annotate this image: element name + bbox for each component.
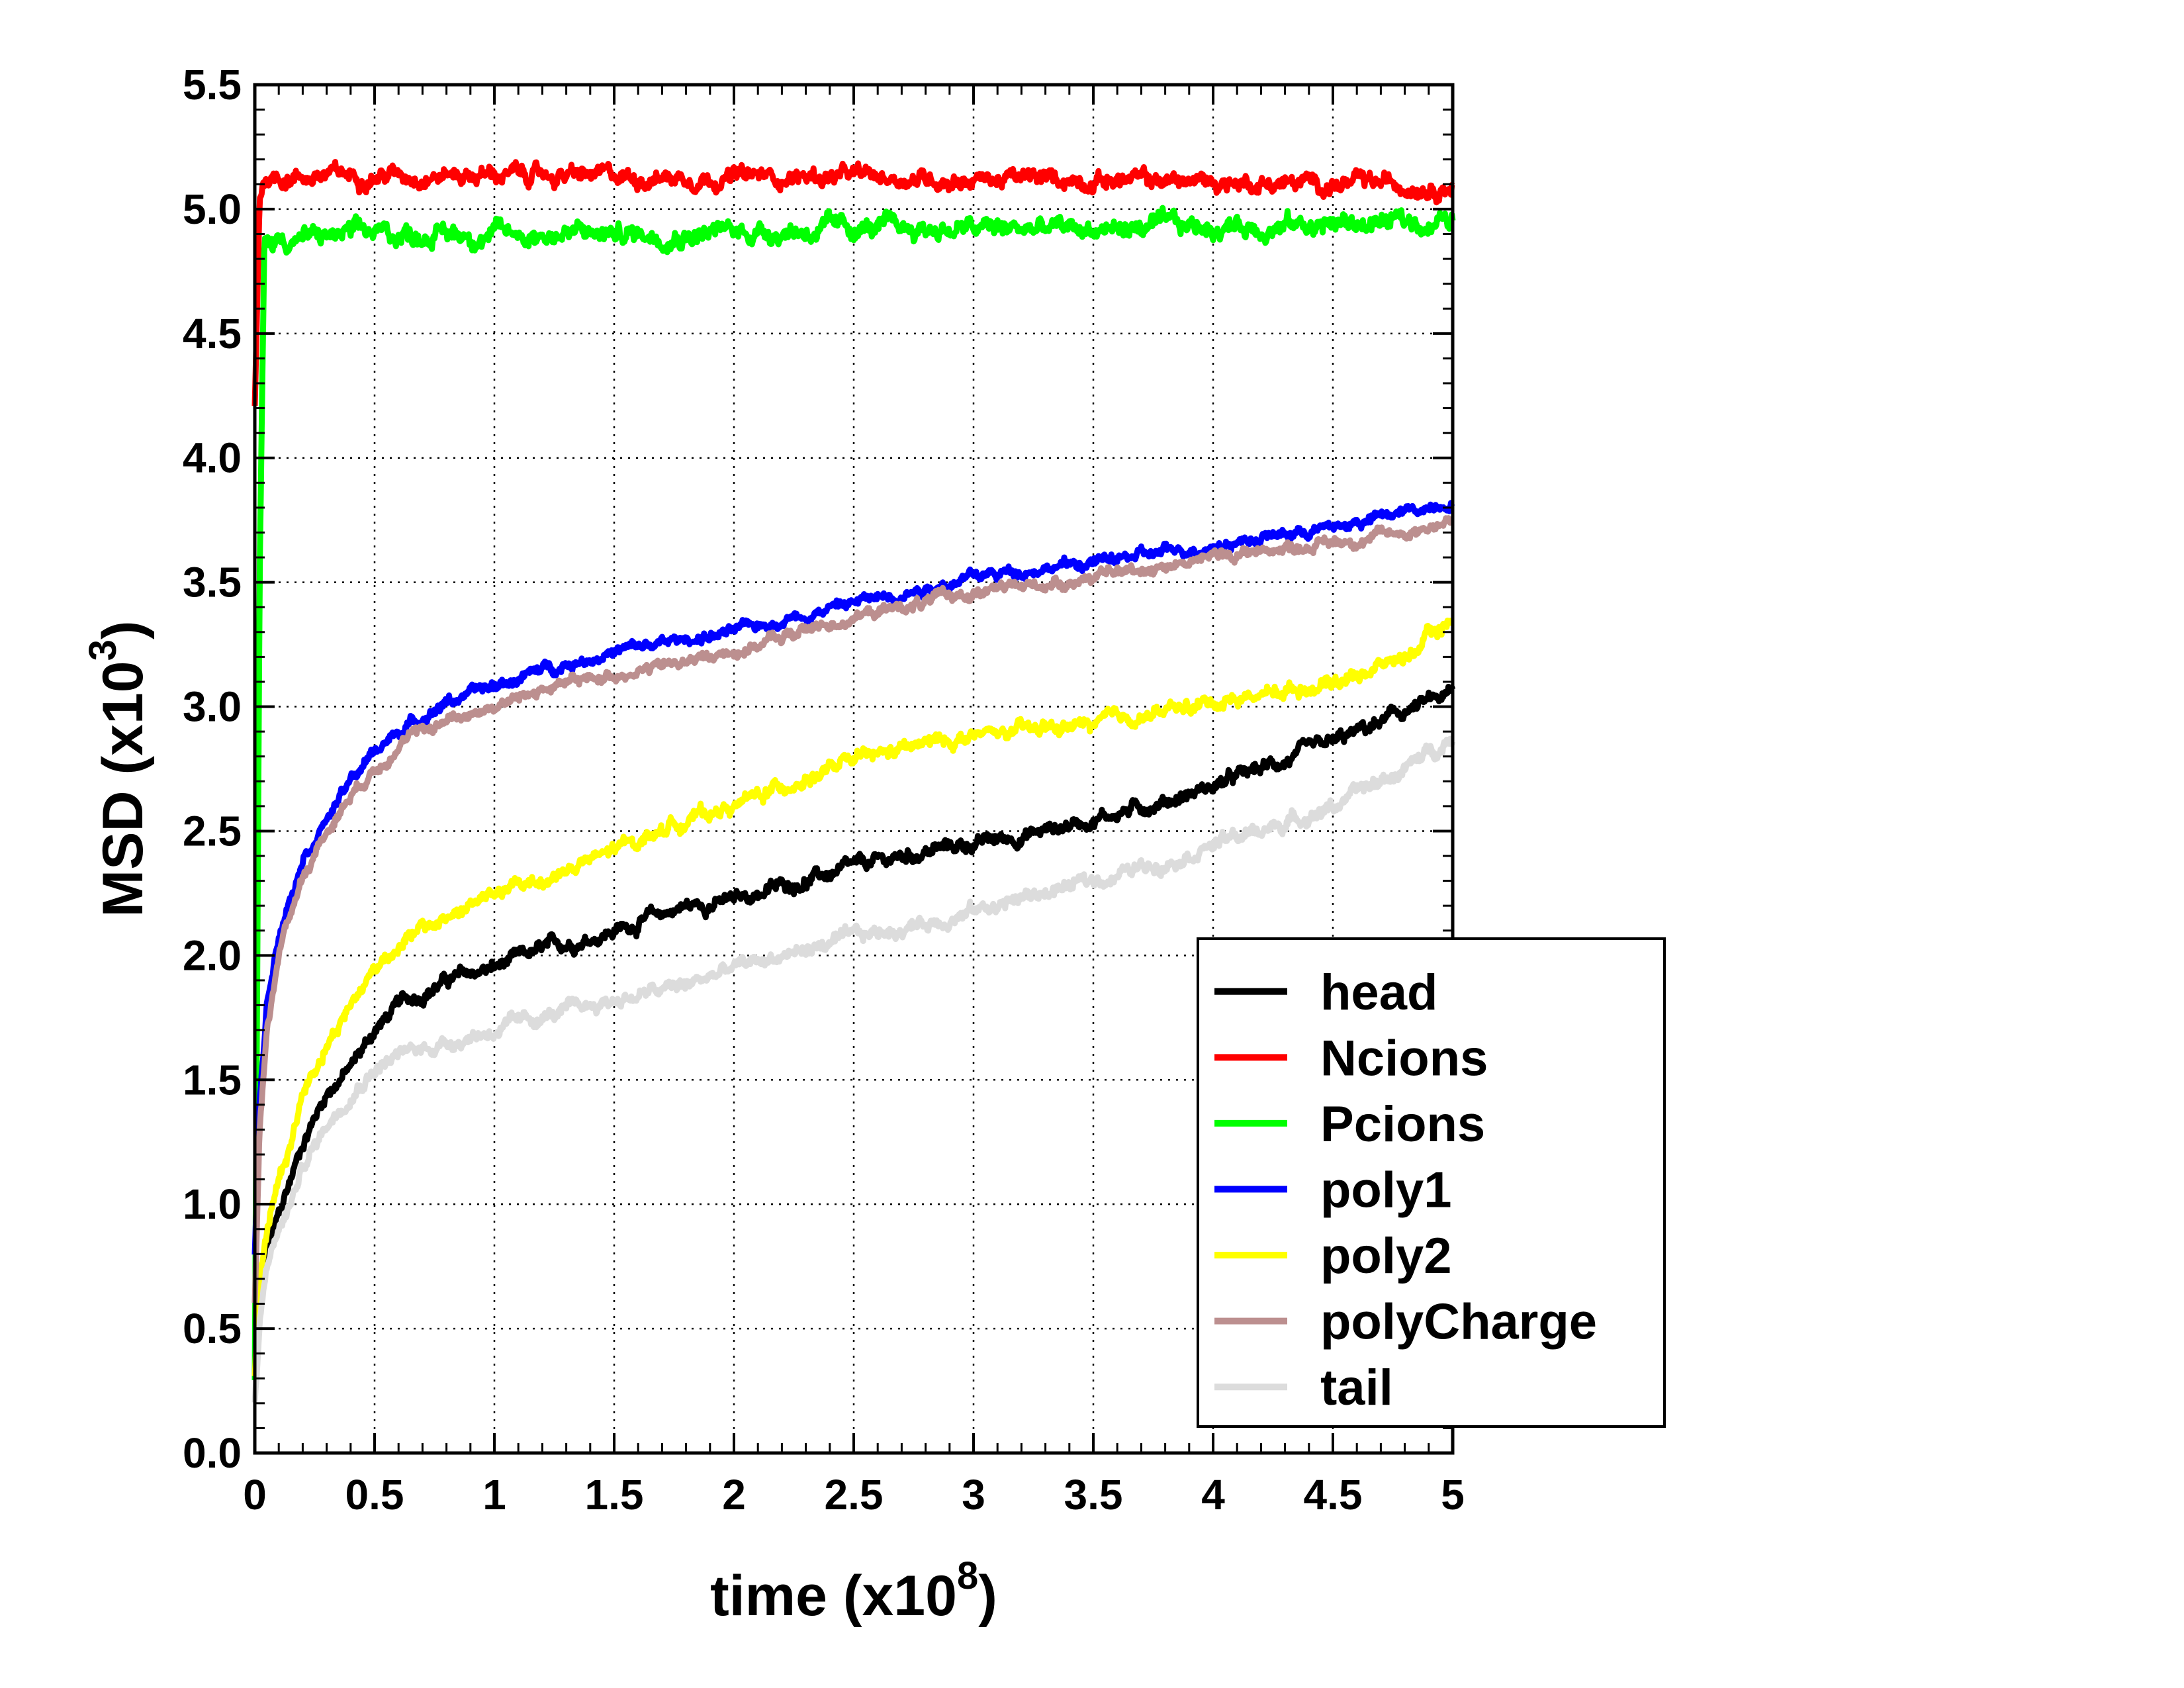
x-tick-label: 0.5 — [345, 1471, 404, 1519]
x-axis-label: time (x108) — [710, 1554, 997, 1628]
y-tick-label: 5.0 — [183, 185, 242, 233]
legend-label-pcions: Pcions — [1320, 1096, 1485, 1152]
x-axis-label-base: time (x10 — [710, 1564, 957, 1628]
y-tick-label: 2.5 — [183, 807, 242, 855]
y-tick-label: 0.5 — [183, 1305, 242, 1352]
legend-box — [1197, 937, 1666, 1428]
y-axis-label-base: MSD (x10 — [91, 661, 155, 917]
x-tick-label: 5 — [1441, 1471, 1465, 1519]
series-line-polycharge — [251, 515, 1455, 1303]
x-axis-label-exponent: 8 — [957, 1554, 978, 1597]
y-axis-label-exponent: 3 — [81, 639, 124, 661]
y-tick-label: 4.5 — [183, 310, 242, 357]
x-tick-label: 3 — [962, 1471, 985, 1519]
y-tick-label: 0.0 — [183, 1429, 242, 1477]
series-line-ncions — [251, 159, 1455, 406]
y-tick-label: 3.0 — [183, 683, 242, 731]
x-tick-label: 2 — [722, 1471, 746, 1519]
y-tick-label: 3.5 — [183, 559, 242, 606]
legend-label-polycharge: polyCharge — [1320, 1294, 1597, 1350]
x-tick-label: 2.5 — [825, 1471, 884, 1519]
series-line-poly1 — [251, 500, 1455, 1255]
x-tick-label: 0 — [243, 1471, 267, 1519]
series-line-pcions — [251, 205, 1456, 1380]
series-line-poly2 — [251, 618, 1455, 1377]
y-tick-label: 1.5 — [183, 1056, 242, 1103]
series-line-head — [251, 684, 1456, 1379]
y-tick-label: 2.0 — [183, 931, 242, 979]
x-tick-label: 1 — [482, 1471, 506, 1519]
y-tick-label: 4.0 — [183, 434, 242, 482]
y-axis-label: MSD (x103) — [81, 620, 155, 917]
x-tick-label: 1.5 — [585, 1471, 644, 1519]
legend: head Ncions Pcions poly1 poly2 polyCharge tail — [1197, 937, 1666, 1428]
y-tick-label: 1.0 — [183, 1180, 242, 1228]
series-lines — [251, 159, 1456, 1403]
legend-label-tail: tail — [1320, 1360, 1393, 1416]
legend-label-poly1: poly1 — [1320, 1162, 1452, 1219]
y-tick-label: 5.5 — [183, 61, 242, 109]
y-axis-label-close: ) — [91, 620, 155, 639]
x-tick-label: 3.5 — [1064, 1471, 1123, 1519]
legend-label-head: head — [1320, 964, 1437, 1021]
series-line-tail — [251, 735, 1456, 1403]
x-axis-label-close: ) — [978, 1564, 997, 1628]
x-tick-label: 4 — [1201, 1471, 1225, 1519]
tick-labels: 0 0.5 1 1.5 2 2.5 3 3.5 4 4.5 5 0.0 0.5 1.0 1.5 2.0 2.5 3… — [183, 61, 1465, 1519]
x-tick-label: 4.5 — [1304, 1471, 1363, 1519]
legend-label-poly2: poly2 — [1320, 1228, 1452, 1284]
legend-label-ncions: Ncions — [1320, 1030, 1488, 1086]
